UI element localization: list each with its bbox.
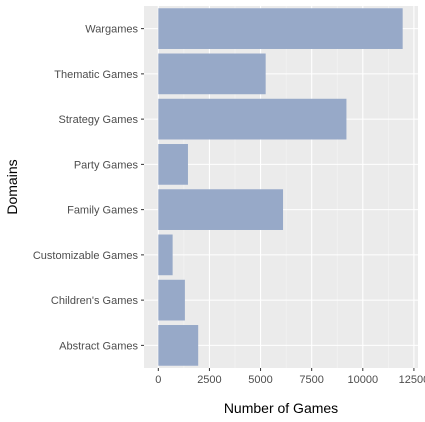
y-tick-label: Customizable Games bbox=[33, 250, 139, 262]
bar bbox=[158, 98, 347, 140]
y-tick-label: Thematic Games bbox=[54, 69, 138, 81]
x-tick-label: 10000 bbox=[347, 374, 378, 386]
bar bbox=[158, 53, 266, 95]
x-tick-label: 12500 bbox=[399, 374, 425, 386]
x-tick-label: 2500 bbox=[197, 374, 221, 386]
y-tick-label: Wargames bbox=[85, 24, 138, 36]
y-axis: Abstract Games Children's Games Customizab… bbox=[33, 24, 144, 352]
bar bbox=[158, 325, 199, 366]
x-tick-label: 0 bbox=[155, 374, 161, 386]
x-axis: 0 2500 5000 7500 10000 12500 bbox=[155, 368, 425, 386]
bar bbox=[158, 189, 284, 230]
bars bbox=[158, 8, 403, 366]
y-axis-title: Domains bbox=[4, 159, 20, 214]
bar bbox=[158, 234, 173, 276]
bar bbox=[158, 144, 188, 185]
y-tick-label: Children's Games bbox=[51, 295, 139, 307]
bar bbox=[158, 8, 403, 49]
bar bbox=[158, 279, 185, 321]
x-tick-label: 7500 bbox=[299, 374, 323, 386]
y-tick-label: Abstract Games bbox=[59, 340, 138, 352]
x-axis-title: Number of Games bbox=[224, 400, 338, 416]
y-tick-label: Family Games bbox=[67, 205, 138, 217]
y-tick-label: Party Games bbox=[74, 159, 139, 171]
x-tick-label: 5000 bbox=[248, 374, 272, 386]
y-tick-label: Strategy Games bbox=[59, 114, 139, 126]
